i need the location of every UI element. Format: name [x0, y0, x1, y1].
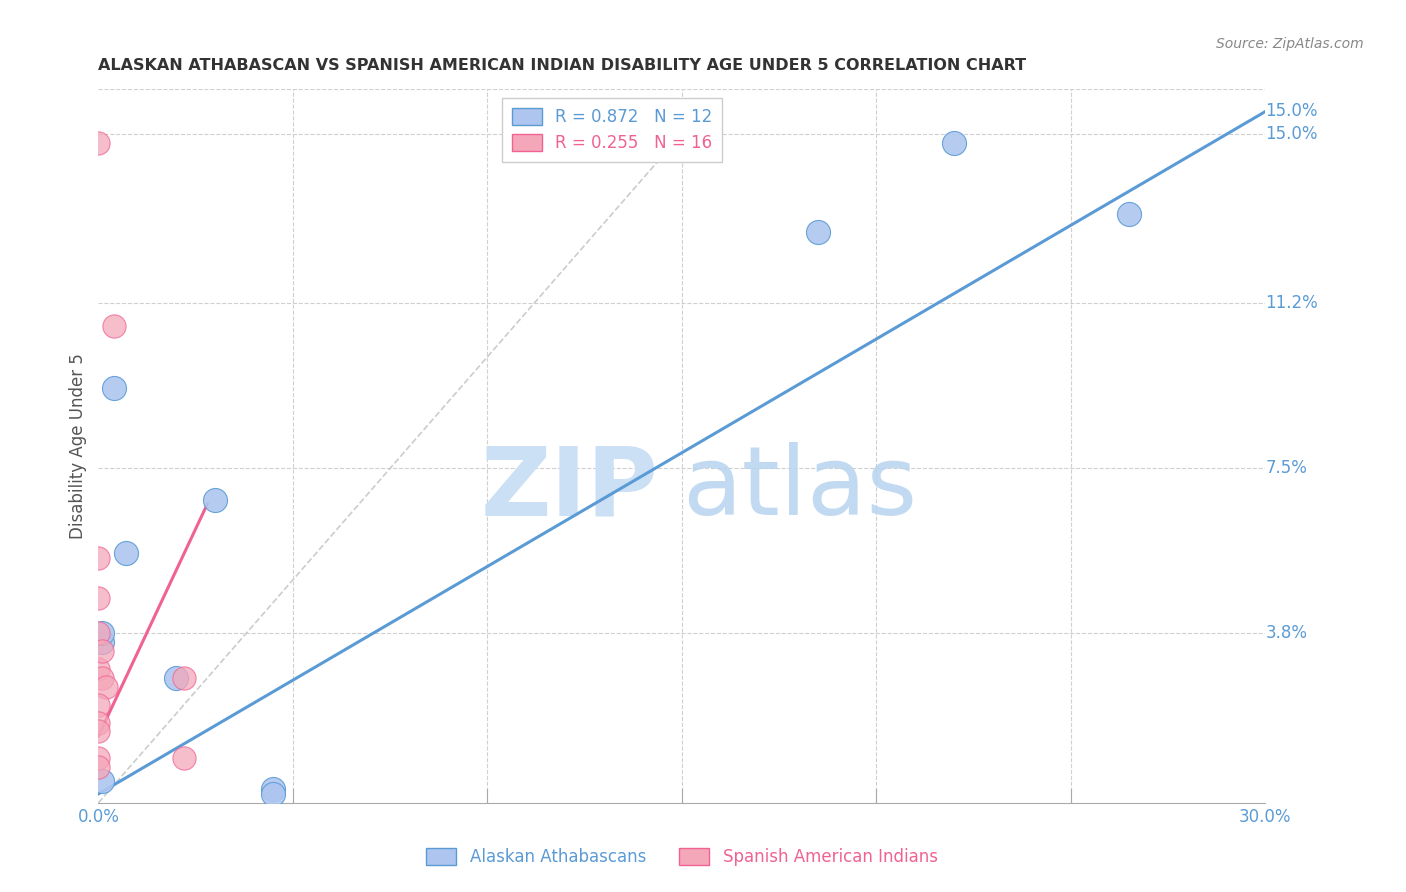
- Point: [103, 318, 125, 333]
- Point: [96, 680, 118, 694]
- Point: [87, 698, 110, 712]
- Text: ALASKAN ATHABASCAN VS SPANISH AMERICAN INDIAN DISABILITY AGE UNDER 5 CORRELATION: ALASKAN ATHABASCAN VS SPANISH AMERICAN I…: [98, 58, 1026, 73]
- Point: [91, 671, 114, 685]
- Text: ZIP: ZIP: [481, 442, 658, 535]
- Point: [91, 773, 114, 788]
- Text: 7.5%: 7.5%: [1265, 459, 1308, 477]
- Point: [87, 550, 110, 565]
- Text: Source: ZipAtlas.com: Source: ZipAtlas.com: [1216, 37, 1364, 52]
- Y-axis label: Disability Age Under 5: Disability Age Under 5: [69, 353, 87, 539]
- Text: atlas: atlas: [682, 442, 917, 535]
- Text: 11.2%: 11.2%: [1265, 294, 1319, 312]
- Point: [1118, 207, 1140, 221]
- Point: [87, 136, 110, 150]
- Point: [173, 751, 195, 765]
- Point: [91, 626, 114, 640]
- Point: [87, 760, 110, 774]
- Text: 15.0%: 15.0%: [1265, 103, 1317, 120]
- Point: [87, 591, 110, 605]
- Point: [262, 782, 284, 797]
- Point: [87, 751, 110, 765]
- Point: [87, 715, 110, 730]
- Point: [943, 136, 966, 150]
- Point: [173, 671, 195, 685]
- Point: [114, 546, 136, 560]
- Point: [807, 225, 830, 239]
- Point: [165, 671, 187, 685]
- Point: [204, 492, 226, 507]
- Point: [103, 381, 125, 395]
- Legend: Alaskan Athabascans, Spanish American Indians: Alaskan Athabascans, Spanish American In…: [419, 841, 945, 873]
- Point: [91, 644, 114, 658]
- Text: 3.8%: 3.8%: [1265, 624, 1308, 642]
- Point: [91, 635, 114, 649]
- Point: [87, 626, 110, 640]
- Point: [262, 787, 284, 801]
- Point: [87, 724, 110, 739]
- Text: 15.0%: 15.0%: [1265, 125, 1317, 143]
- Point: [87, 662, 110, 676]
